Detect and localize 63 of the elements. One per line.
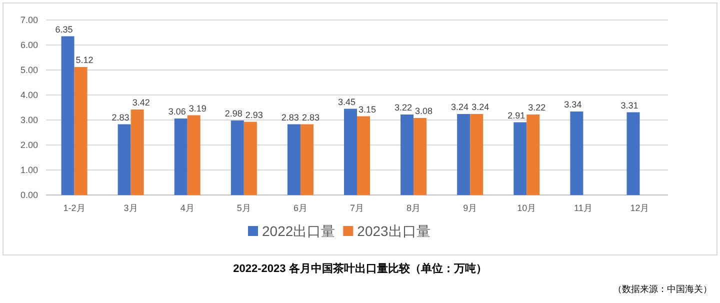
y-tick-label: 1.00 [20,165,38,175]
data-label: 3.42 [132,98,150,108]
text: （数据来源：中国海关） [613,284,712,294]
y-tick-label: 6.00 [20,40,38,50]
bar [526,114,540,195]
x-tick-label: 6月 [293,203,308,213]
y-tick-label: 7.00 [20,15,38,25]
data-label: 3.24 [451,102,469,112]
bar [74,67,88,195]
data-label: 3.06 [168,106,186,116]
bar [300,124,314,195]
x-tick-label: 5月 [236,203,251,213]
bar [287,124,300,195]
bar [570,112,584,195]
x-tick-label: 7月 [350,203,364,213]
data-label: 3.45 [338,96,356,107]
x-tick-label: 8月 [406,203,421,213]
bar [244,122,257,195]
x-tick-label: 1-2月 [63,203,86,213]
bar [400,114,414,195]
x-tick-label: 3月 [124,203,138,213]
data-label: 5.12 [76,55,94,65]
bar [130,110,144,195]
data-label: 3.15 [358,104,376,114]
bar [187,115,200,195]
data-label: 3.22 [528,102,546,112]
data-label: 2.91 [508,110,526,120]
data-label: 2.83 [302,112,320,122]
bar [514,122,527,195]
data-label: 2.93 [245,110,263,120]
bar [118,124,131,195]
x-tick-label: 11月 [574,203,592,213]
y-tick-label: 5.00 [20,65,38,75]
data-label: 3.08 [415,106,433,116]
x-tick-label: 4月 [180,203,194,213]
x-tick-label: 9月 [463,203,478,213]
y-tick-label: 4.00 [20,90,38,100]
bar [61,36,74,195]
y-tick-label: 3.00 [20,115,38,125]
data-label: 3.31 [620,100,638,110]
y-tick-label: 2.00 [20,140,38,150]
x-tick-label: 12月 [630,203,650,213]
data-label: 3.24 [472,102,490,112]
legend-label: 2022出口量 [262,223,336,239]
y-tick-label: 0.00 [20,190,38,200]
bar [344,108,357,195]
bar [457,114,470,195]
data-label: 3.34 [564,100,582,110]
bar [470,114,484,195]
data-label: 3.22 [394,102,412,112]
data-label: 6.35 [55,24,73,34]
data-label: 2.83 [112,112,130,122]
bar [357,116,370,195]
bar [174,118,188,195]
legend-label: 2023出口量 [357,223,430,239]
x-tick-label: 10月 [517,203,536,213]
bar [414,118,427,195]
bar [626,112,640,195]
data-label: 3.19 [188,103,206,114]
data-label: 2.98 [224,108,242,118]
bar [230,120,244,195]
data-label: 2.83 [281,112,299,122]
text: 2022-2023 各月中国茶叶出口量比较（单位：万吨） [233,262,487,275]
